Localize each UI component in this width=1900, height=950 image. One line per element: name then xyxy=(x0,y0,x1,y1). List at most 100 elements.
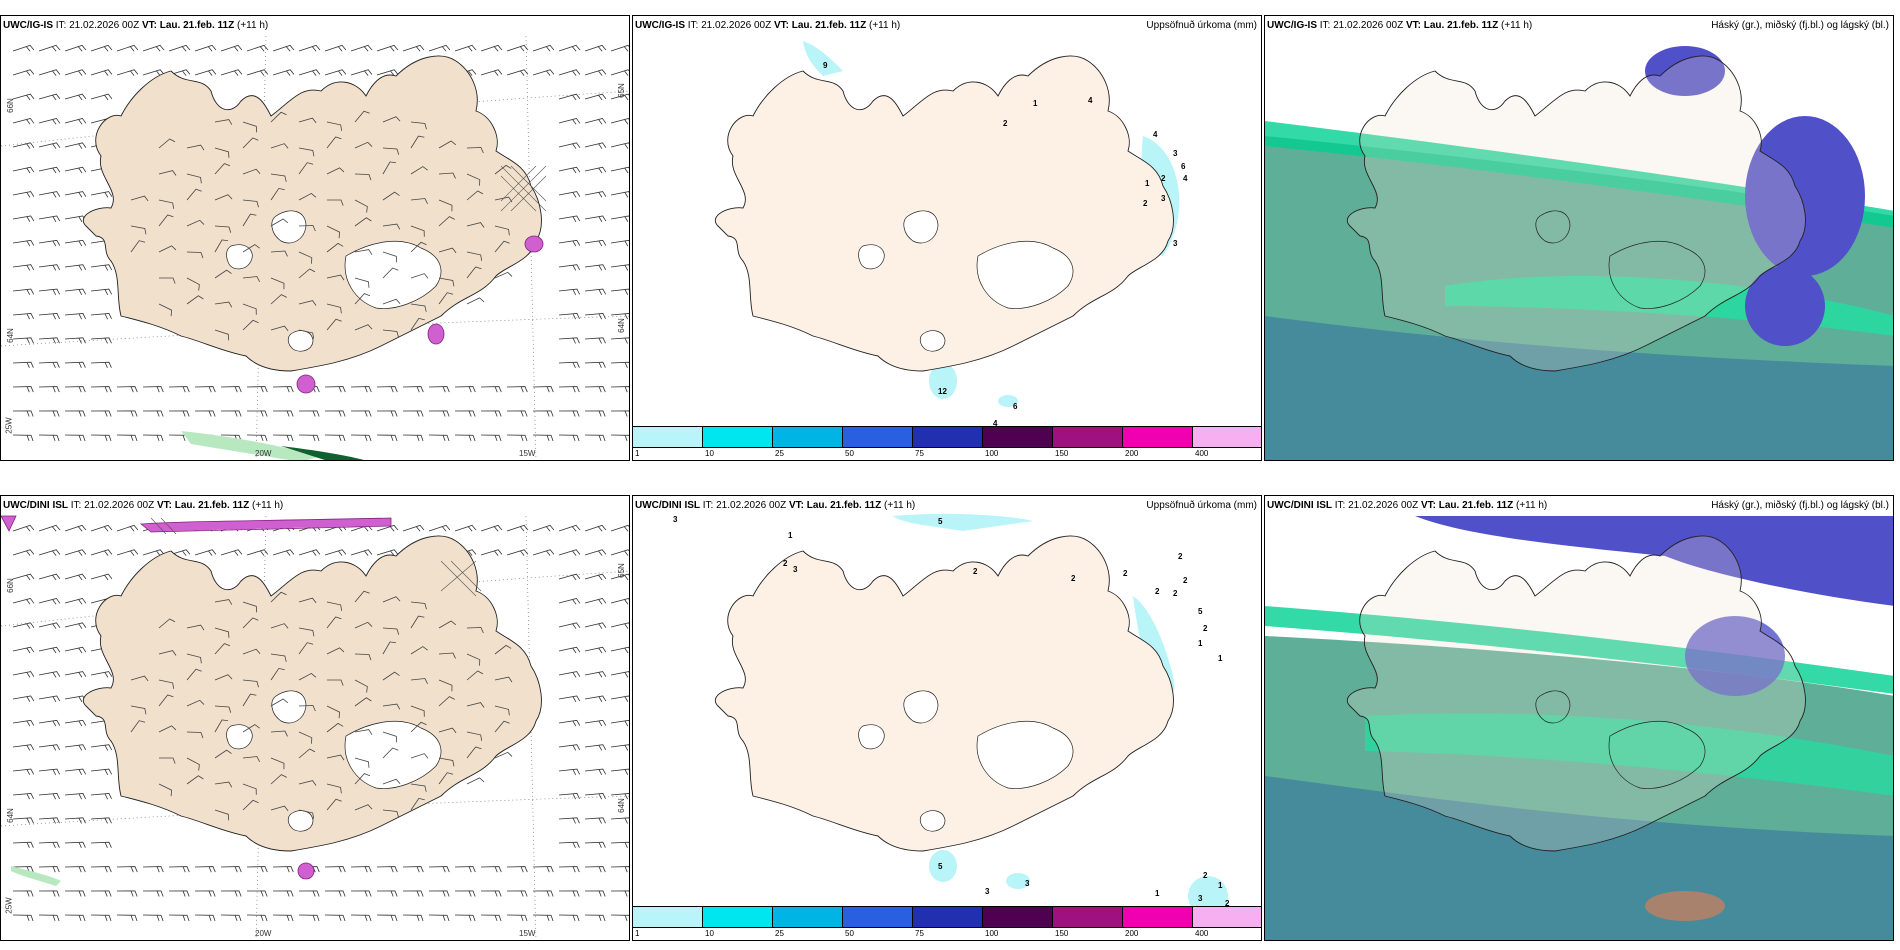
wind-barb xyxy=(38,744,61,751)
wind-barb xyxy=(327,679,344,686)
wind-barb xyxy=(584,695,607,702)
wind-barb xyxy=(90,312,112,320)
wind-barb xyxy=(38,524,61,532)
cloud-panel-row2[interactable]: UWC/DINI ISL IT: 21.02.2026 00Z VT: Lau.… xyxy=(1264,495,1894,941)
wind-barb xyxy=(438,679,453,692)
wind-barb xyxy=(130,675,149,682)
colorbar-segment xyxy=(843,427,913,447)
colorbar-label: 150 xyxy=(1055,929,1069,938)
wind-barb xyxy=(438,757,455,767)
precip-number: 3 xyxy=(1198,894,1203,903)
wind-barb xyxy=(298,69,321,76)
wind-barb xyxy=(558,744,581,751)
precip-number: 3 xyxy=(1173,149,1178,158)
wind-barb xyxy=(298,300,317,306)
wind-barb xyxy=(558,264,581,271)
wind-panel-row2[interactable]: UWC/DINI ISL IT: 21.02.2026 00Z VT: Lau.… xyxy=(0,495,630,941)
wind-barb xyxy=(159,757,176,764)
wind-barb xyxy=(270,111,287,123)
wind-barb xyxy=(532,549,555,556)
wind-barb xyxy=(186,653,202,664)
wind-barb xyxy=(410,705,425,717)
wind-barb xyxy=(214,194,233,201)
wind-barb xyxy=(382,147,400,155)
wind-barb xyxy=(130,240,146,253)
wind-barb xyxy=(324,410,346,417)
wind-barb xyxy=(298,914,320,922)
wind-barb xyxy=(242,213,257,227)
wind-barb xyxy=(242,756,261,763)
wind-barb xyxy=(584,44,607,52)
wind-barb xyxy=(428,434,450,442)
wind-barb xyxy=(584,817,606,824)
wind-barb xyxy=(324,69,347,76)
wind-barb xyxy=(270,173,287,182)
wind-barb xyxy=(168,866,190,873)
precip-number: 5 xyxy=(938,517,943,526)
wind-barb xyxy=(142,386,164,393)
wind-barb xyxy=(38,817,60,824)
wind-barb xyxy=(382,267,399,279)
wind-barb xyxy=(38,337,60,344)
precip-panel-row2[interactable]: UWC/DINI ISL IT: 21.02.2026 00Z VT: Lau.… xyxy=(632,495,1262,941)
wind-barb xyxy=(558,312,580,320)
wind-barb xyxy=(298,117,317,124)
wind-barb xyxy=(298,780,317,786)
precip-number: 2 xyxy=(1161,174,1166,183)
wind-barb xyxy=(272,69,295,76)
wind-barb xyxy=(90,434,112,442)
wind-barb xyxy=(90,361,112,369)
wind-barb xyxy=(38,866,60,873)
precip-number: 4 xyxy=(1088,96,1093,105)
colorbar-segment xyxy=(913,427,983,447)
wind-barb xyxy=(64,361,86,369)
wind-barb xyxy=(354,199,368,213)
wind-barb xyxy=(38,166,61,174)
wind-map xyxy=(1,515,629,940)
wind-barb xyxy=(242,137,259,149)
wind-barb xyxy=(64,622,87,629)
colorbar-label: 1 xyxy=(635,929,640,938)
wind-barb xyxy=(64,288,87,295)
wind-barb xyxy=(584,337,606,344)
wind-barb xyxy=(610,817,629,824)
wind-barb xyxy=(558,866,580,873)
wind-barb xyxy=(354,217,372,227)
wind-barb xyxy=(532,69,555,76)
wind-barb xyxy=(558,671,581,678)
precip-panel-row1[interactable]: UWC/IG-IS IT: 21.02.2026 00Z VT: Lau. 21… xyxy=(632,15,1262,461)
lon-label: 25W xyxy=(4,897,14,914)
wind-barb xyxy=(610,890,629,897)
wind-barb xyxy=(454,44,477,52)
wind-panel-row1[interactable]: UWC/IG-IS IT: 21.02.2026 00Z VT: Lau. 21… xyxy=(0,15,630,461)
wind-barb xyxy=(64,841,86,849)
wind-barb xyxy=(272,549,295,556)
iceland-landmass xyxy=(714,55,1174,372)
wind-barb xyxy=(220,386,242,393)
wind-barb xyxy=(214,705,232,713)
wind-barb xyxy=(12,597,35,605)
wind-barb xyxy=(610,768,629,775)
colorbar-label: 75 xyxy=(915,449,924,458)
wind-barb xyxy=(12,142,35,149)
cloud-panel-row1[interactable]: UWC/IG-IS IT: 21.02.2026 00Z VT: Lau. 21… xyxy=(1264,15,1894,461)
wind-barb xyxy=(242,617,259,629)
wind-barb xyxy=(242,319,259,331)
colorbar-segment xyxy=(913,907,983,927)
colorbar-segment xyxy=(703,907,773,927)
wind-barb xyxy=(270,757,285,770)
wind-barb xyxy=(584,792,606,800)
wind-barb xyxy=(480,890,502,897)
high-cloud xyxy=(1415,516,1893,606)
wind-barb xyxy=(428,890,450,897)
wind-barb xyxy=(350,69,373,76)
wind-barb xyxy=(242,783,257,795)
wind-barb xyxy=(610,646,629,654)
wind-barb xyxy=(506,69,529,76)
wind-barb xyxy=(142,866,164,873)
wind-barb xyxy=(558,191,581,198)
wind-barb xyxy=(584,890,606,897)
wind-barb xyxy=(142,410,164,417)
wind-barb xyxy=(584,410,606,417)
precip-number: 1 xyxy=(1218,881,1223,890)
